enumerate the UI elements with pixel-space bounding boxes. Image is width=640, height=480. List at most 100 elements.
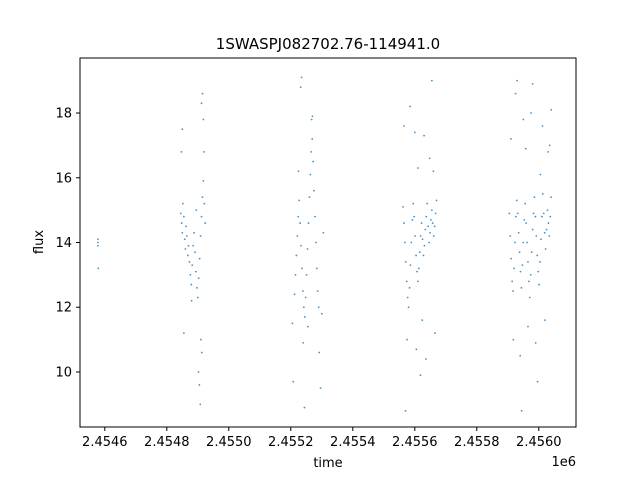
data-point <box>182 332 185 335</box>
data-point <box>180 222 183 224</box>
data-point <box>413 215 416 218</box>
data-point <box>179 212 182 215</box>
data-point <box>544 319 546 322</box>
data-point <box>299 86 302 89</box>
data-point <box>514 241 516 244</box>
data-point <box>521 264 524 267</box>
data-point <box>527 280 530 283</box>
y-axis-label: flux <box>32 230 47 254</box>
data-point <box>317 306 320 309</box>
data-point <box>422 254 425 257</box>
data-point <box>539 173 542 176</box>
data-point <box>315 267 318 270</box>
data-point <box>307 222 310 224</box>
data-point <box>200 102 203 105</box>
data-point <box>428 157 431 160</box>
data-point <box>403 241 406 244</box>
data-point <box>193 231 195 234</box>
data-point <box>309 173 312 176</box>
data-point <box>433 225 436 228</box>
data-point <box>432 235 435 237</box>
data-point <box>548 235 551 237</box>
data-point <box>533 196 536 199</box>
y-tick-label: 14 <box>55 236 72 251</box>
data-point <box>406 338 408 341</box>
data-point <box>525 222 527 224</box>
data-point <box>187 244 190 247</box>
data-point <box>545 228 548 231</box>
data-point <box>417 280 419 283</box>
data-point <box>292 380 295 383</box>
x-tick-label: 2.4556 <box>392 435 438 450</box>
data-point <box>531 228 534 231</box>
data-point <box>313 189 315 192</box>
data-point <box>429 231 431 234</box>
data-point <box>199 403 202 406</box>
data-point <box>522 118 525 121</box>
data-point <box>195 286 198 289</box>
data-point <box>197 371 200 373</box>
data-point <box>196 296 199 299</box>
chart-title: 1SWASPJ082702.76-114941.0 <box>216 35 440 53</box>
data-point <box>300 244 302 247</box>
data-point <box>536 254 539 257</box>
data-point <box>186 254 189 257</box>
data-point <box>544 248 547 250</box>
data-point <box>190 299 193 302</box>
x-tick-label: 2.4548 <box>144 435 190 450</box>
data-point <box>97 241 99 244</box>
data-point <box>197 277 200 280</box>
data-point <box>523 218 526 221</box>
data-point <box>413 131 416 134</box>
data-point <box>549 215 552 218</box>
data-point <box>530 112 532 114</box>
data-point <box>550 196 553 199</box>
data-point <box>406 296 409 299</box>
data-point <box>312 160 315 163</box>
data-point <box>510 138 512 140</box>
data-point <box>200 215 203 218</box>
data-point <box>432 170 435 173</box>
data-point <box>407 306 410 309</box>
data-point <box>430 209 433 212</box>
data-point <box>435 199 438 202</box>
x-tick-label: 2.4560 <box>516 435 562 450</box>
data-point <box>531 82 534 85</box>
data-point <box>410 241 413 244</box>
data-point <box>540 238 542 241</box>
data-point <box>199 235 202 237</box>
data-point <box>200 351 203 354</box>
data-point <box>534 215 537 218</box>
data-point <box>508 212 511 215</box>
data-point <box>403 125 405 127</box>
data-point <box>516 212 519 215</box>
data-point <box>403 222 405 224</box>
data-point <box>319 387 322 390</box>
data-point <box>186 235 188 237</box>
data-point <box>311 115 314 118</box>
data-point <box>302 306 305 309</box>
data-point <box>524 202 527 205</box>
data-point <box>519 354 522 357</box>
data-point <box>304 296 307 299</box>
data-point <box>417 167 419 169</box>
data-point <box>181 231 184 234</box>
data-point <box>518 251 521 254</box>
data-point <box>421 319 424 322</box>
data-point <box>180 150 183 153</box>
data-point <box>535 235 538 237</box>
y-tick-label: 16 <box>55 171 72 186</box>
data-point <box>298 199 301 202</box>
data-point <box>198 384 201 386</box>
data-point <box>539 261 541 263</box>
data-point <box>201 196 204 199</box>
data-point <box>527 325 529 328</box>
data-point <box>203 202 206 205</box>
data-point <box>541 125 544 127</box>
data-point <box>293 293 296 296</box>
x-axis: 2.4546 2.4548 2.4550 2.4552 2.4554 2.4556 2.45… <box>82 427 562 450</box>
data-point <box>524 147 527 150</box>
data-point <box>426 202 429 205</box>
data-point <box>297 215 300 218</box>
data-point <box>509 235 512 237</box>
